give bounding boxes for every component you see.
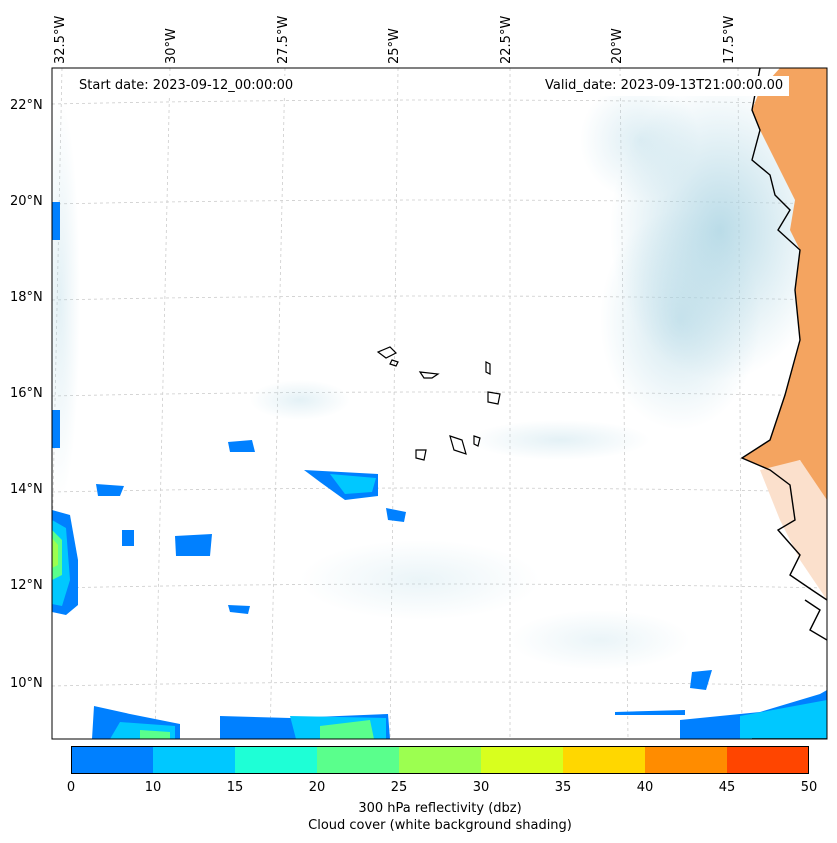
lat-label-16n: 16°N — [10, 386, 43, 401]
colorbar-segment — [153, 746, 236, 774]
lat-label-10n: 10°N — [10, 676, 43, 691]
colorbar-label-cloud: Cloud cover (white background shading) — [308, 818, 572, 833]
colorbar-segment — [399, 746, 482, 774]
colorbar-tick-label: 15 — [226, 780, 244, 795]
colorbar-segment — [563, 746, 646, 774]
colorbar-tick-label: 50 — [800, 780, 818, 795]
land-shading — [742, 68, 827, 520]
lat-label-22n: 22°N — [10, 98, 43, 113]
colorbar-tick-label: 25 — [390, 780, 408, 795]
colorbar-segment — [317, 746, 400, 774]
colorbar-tick-label: 40 — [636, 780, 654, 795]
valid-date-label: Valid_date: 2023-09-13T21:00:00.00 — [539, 76, 790, 96]
colorbar-label-reflectivity: 300 hPa reflectivity (dbz) — [358, 801, 522, 816]
lat-label-20n: 20°N — [10, 194, 43, 209]
lat-label-12n: 12°N — [10, 578, 43, 593]
cloud-cover-shading — [52, 80, 827, 670]
colorbar-tick-label: 20 — [308, 780, 326, 795]
colorbar — [71, 746, 809, 774]
colorbar-segment — [481, 746, 564, 774]
colorbar-tick-label: 0 — [66, 780, 76, 795]
colorbar-segment — [645, 746, 728, 774]
colorbar-tick-label: 35 — [554, 780, 572, 795]
lat-label-18n: 18°N — [10, 290, 43, 305]
colorbar-tick-label: 10 — [144, 780, 162, 795]
colorbar-segment — [71, 746, 154, 774]
colorbar-segment — [727, 746, 809, 774]
cape-verde-islands — [376, 346, 501, 461]
coastline — [740, 68, 827, 641]
start-date-label: Start date: 2023-09-12_00:00:00 — [73, 76, 300, 96]
lat-label-14n: 14°N — [10, 482, 43, 497]
colorbar-tick-label: 45 — [718, 780, 736, 795]
colorbar-segment — [235, 746, 318, 774]
colorbar-tick-label: 30 — [472, 780, 490, 795]
